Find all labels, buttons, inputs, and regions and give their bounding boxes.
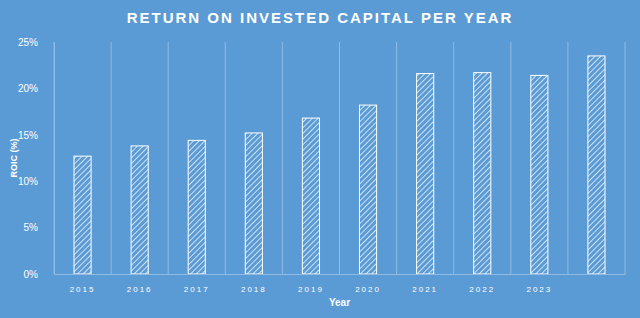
grid-line: [396, 42, 397, 274]
grid-line: [567, 42, 568, 274]
x-tick-label: 2021: [412, 285, 438, 294]
bars: [74, 56, 605, 274]
y-axis-title: ROIC (%): [9, 139, 19, 178]
x-tick-label: 2015: [70, 285, 96, 294]
title: RETURN ON INVESTED CAPITAL PER YEAR: [127, 9, 514, 26]
x-tick-label: 2019: [298, 285, 324, 294]
bar: [188, 140, 205, 274]
x-axis-title: Year: [329, 297, 350, 308]
grid-line: [339, 42, 340, 274]
bar: [417, 74, 434, 274]
grid-line: [453, 42, 454, 274]
x-tick-label: 2017: [184, 285, 210, 294]
y-tick-label: 25%: [18, 37, 38, 48]
x-tick: 2016: [127, 274, 153, 294]
y-tick: 5%: [24, 222, 54, 233]
y-tick-label: 10%: [18, 176, 38, 187]
grid-line: [625, 42, 626, 274]
x-tick: 2021: [412, 274, 438, 294]
x-tick: 2020: [355, 274, 381, 294]
y-tick: 25%: [18, 37, 54, 48]
chart: RETURN ON INVESTED CAPITAL PER YEAR Year R…: [0, 0, 640, 318]
x-tick-label: 2020: [355, 285, 381, 294]
x-tick-label: 2016: [127, 285, 153, 294]
y-tick-label: 20%: [18, 83, 38, 94]
x-axis-line: [55, 274, 626, 275]
x-tick: 2019: [298, 274, 324, 294]
grid-line: [282, 42, 283, 274]
y-axis: 0% 5% 10% 15% 20% 25%: [18, 37, 55, 280]
x-tick: 2018: [241, 274, 267, 294]
grid-line: [168, 42, 169, 274]
bar: [302, 118, 319, 274]
y-tick: 15%: [18, 130, 54, 141]
bar: [131, 146, 148, 274]
bar: [245, 133, 262, 274]
bar: [359, 105, 376, 274]
x-tick: 2017: [184, 274, 210, 294]
x-tick: 2023: [526, 274, 552, 294]
x-axis: 2015 2016 2017 2018 2019 2020 2021 2022 2023: [55, 274, 626, 294]
grid: [54, 42, 625, 274]
y-tick: 0%: [24, 269, 54, 280]
y-axis-line: [54, 43, 55, 275]
bar: [74, 156, 91, 274]
bar: [474, 73, 491, 274]
x-tick: 2022: [469, 274, 495, 294]
y-tick-label: 0%: [24, 269, 39, 280]
y-tick-label: 5%: [24, 222, 39, 233]
y-tick-label: 15%: [18, 130, 38, 141]
bar: [588, 56, 605, 274]
grid-line: [510, 42, 511, 274]
bar: [531, 75, 548, 274]
y-tick: 20%: [18, 83, 54, 94]
grid-line: [54, 42, 55, 274]
y-tick: 10%: [18, 176, 54, 187]
x-tick-label: 2018: [241, 285, 267, 294]
x-tick-label: 2023: [526, 285, 552, 294]
x-tick-label: 2022: [469, 285, 495, 294]
x-tick: 2015: [70, 274, 96, 294]
grid-line: [225, 42, 226, 274]
grid-line: [111, 42, 112, 274]
